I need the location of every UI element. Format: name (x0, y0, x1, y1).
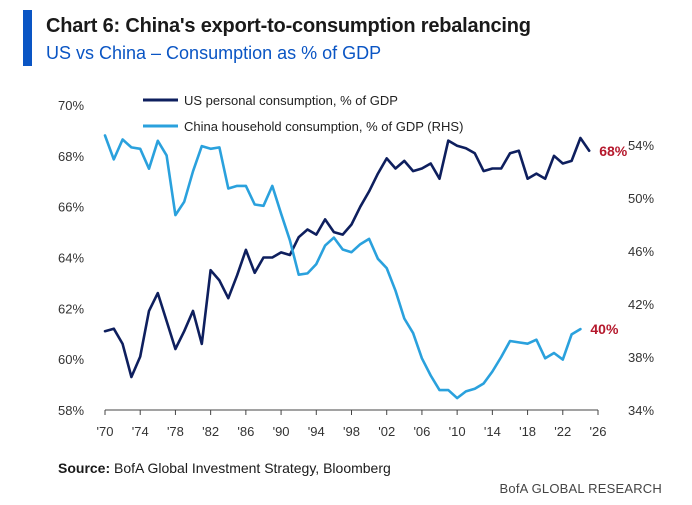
right-y-tick-label: 54% (628, 138, 654, 153)
right-y-axis: 34% 38% 42% 46% 50% 54% (628, 138, 654, 418)
left-y-tick-label: 66% (58, 200, 84, 215)
x-axis: '70 '74 '78 '82 '86 '90 '94 '98 '02 '06 '10 '14 '18 '… (97, 410, 607, 439)
x-tick-label: '02 (378, 424, 395, 439)
legend: US personal consumption, % of GDP China h… (143, 93, 463, 134)
x-tick-label: '98 (343, 424, 360, 439)
left-y-tick-label: 64% (58, 251, 84, 266)
x-tick-label: '86 (237, 424, 254, 439)
source-note: Source: BofA Global Investment Strategy,… (58, 460, 391, 476)
x-tick-label: '06 (413, 424, 430, 439)
series-layer (103, 134, 591, 400)
source-label: Source: (58, 460, 111, 476)
x-tick-label: '90 (273, 424, 290, 439)
x-tick-label: '70 (97, 424, 114, 439)
x-tick-label: '94 (308, 424, 325, 439)
left-y-tick-label: 68% (58, 149, 84, 164)
x-tick-label: '26 (590, 424, 607, 439)
chart-subtitle: US vs China – Consumption as % of GDP (46, 43, 382, 63)
china-consumption-line (103, 134, 582, 400)
legend-label: US personal consumption, % of GDP (184, 93, 398, 108)
right-y-tick-label: 38% (628, 350, 654, 365)
us-consumption-line (103, 136, 591, 379)
right-y-tick-label: 50% (628, 191, 654, 206)
right-y-tick-label: 34% (628, 403, 654, 418)
right-y-tick-label: 46% (628, 244, 654, 259)
left-y-tick-label: 58% (58, 403, 84, 418)
footer-brand: BofA GLOBAL RESEARCH (499, 481, 662, 496)
x-tick-label: '82 (202, 424, 219, 439)
left-y-tick-label: 62% (58, 301, 84, 316)
x-tick-label: '10 (449, 424, 466, 439)
x-tick-label: '14 (484, 424, 501, 439)
accent-bar (23, 10, 32, 66)
chart-title: Chart 6: China's export-to-consumption r… (46, 15, 531, 37)
left-y-tick-label: 70% (58, 98, 84, 113)
x-tick-label: '74 (132, 424, 149, 439)
x-tick-label: '22 (554, 424, 571, 439)
legend-label: China household consumption, % of GDP (R… (184, 119, 463, 134)
end-value-label: 40% (590, 321, 619, 337)
end-labels: 68% 40% (590, 143, 627, 337)
end-value-label: 68% (599, 143, 628, 159)
right-y-tick-label: 42% (628, 297, 654, 312)
x-tick-label: '18 (519, 424, 536, 439)
left-y-tick-label: 60% (58, 352, 84, 367)
source-text: BofA Global Investment Strategy, Bloombe… (110, 460, 391, 476)
left-y-axis: 58% 60% 62% 64% 66% 68% 70% (58, 98, 84, 418)
x-tick-label: '78 (167, 424, 184, 439)
